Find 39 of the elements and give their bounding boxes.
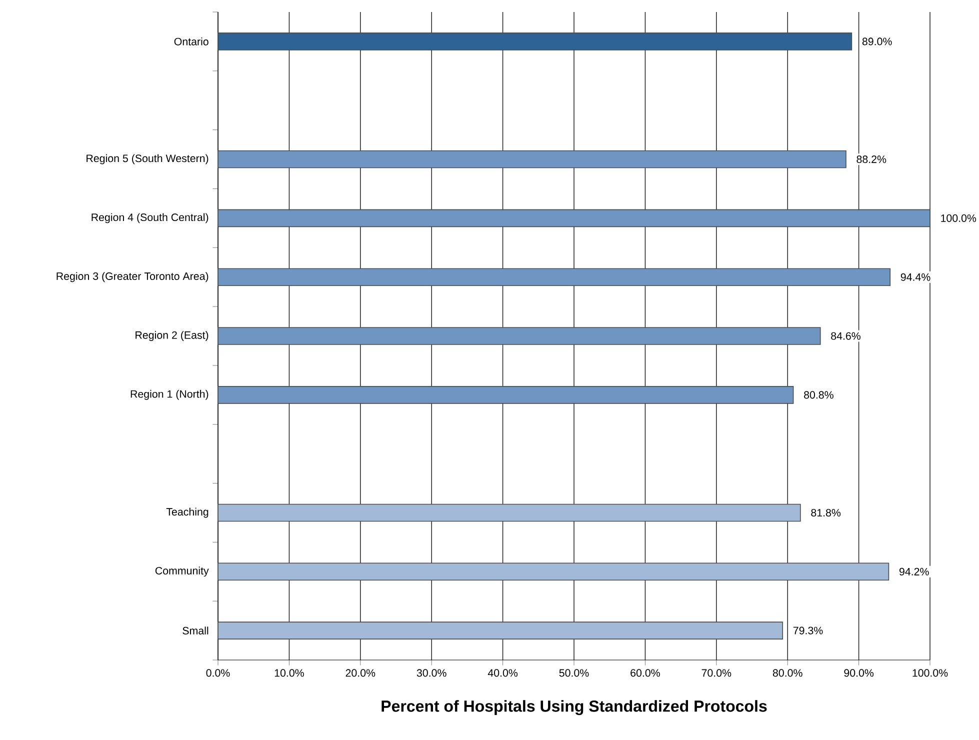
data-label: 88.2%	[856, 156, 886, 164]
bar	[218, 622, 784, 640]
y-tick-label: Region 5 (South Western)	[86, 154, 208, 164]
bar	[218, 562, 890, 581]
data-label: 84.6%	[831, 332, 860, 340]
y-tick-label: Region 2 (East)	[136, 331, 208, 341]
data-label: 81.8%	[811, 508, 841, 517]
y-tick-label: Region 4 (South Central)	[92, 213, 208, 224]
bar	[218, 209, 930, 228]
x-tick-label: 70.0%	[702, 669, 732, 677]
data-label: 80.8%	[804, 391, 834, 399]
data-label: 89.0%	[862, 38, 892, 46]
bar	[218, 150, 846, 168]
x-tick-label: 30.0%	[416, 669, 446, 677]
y-tick-label: Region 3 (Greater Toronto Area)	[56, 272, 208, 282]
y-tick-label: Region 1 (North)	[130, 390, 208, 400]
bar	[218, 327, 821, 345]
x-tick-label: 100.0%	[912, 669, 948, 677]
x-tick-label: 10.0%	[274, 669, 304, 677]
data-label: 79.3%	[793, 626, 823, 634]
y-tick-label: Community	[155, 566, 209, 577]
x-tick-label: 0.0%	[206, 669, 230, 677]
data-label: 100.0%	[941, 214, 976, 222]
bar	[218, 504, 801, 522]
x-axis-title: Percent of Hospitals Using Standardized Protocols	[382, 700, 767, 716]
data-label: 94.4%	[900, 273, 930, 281]
y-tick-label: Small	[182, 626, 208, 634]
bar	[218, 32, 852, 50]
bar	[218, 386, 794, 404]
data-label: 94.2%	[899, 568, 929, 576]
x-tick-label: 20.0%	[346, 669, 376, 677]
x-tick-label: 50.0%	[559, 669, 589, 677]
x-tick-label: 80.0%	[772, 669, 802, 677]
x-tick-label: 60.0%	[630, 669, 660, 677]
bar	[218, 268, 891, 286]
x-tick-label: 40.0%	[488, 669, 518, 677]
x-tick-label: 90.0%	[844, 669, 874, 677]
y-tick-label: Ontario	[174, 38, 208, 46]
y-tick-label: Teaching	[166, 508, 208, 518]
